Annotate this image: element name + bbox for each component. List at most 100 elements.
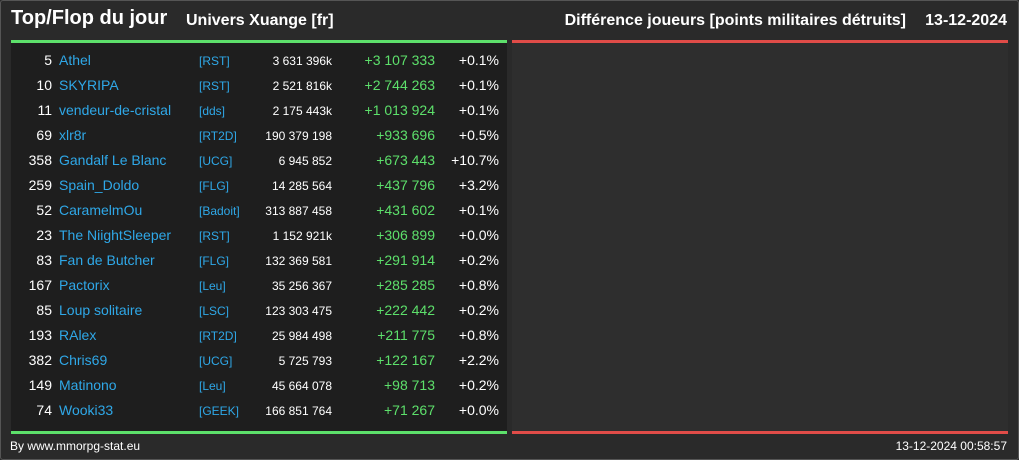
player-rank: 382 bbox=[28, 352, 52, 368]
alliance-tag-link[interactable]: [Leu] bbox=[199, 379, 226, 393]
player-rank: 10 bbox=[36, 77, 52, 93]
points-difference: +222 442 bbox=[376, 302, 435, 318]
player-points: 45 664 078 bbox=[271, 379, 332, 393]
alliance-tag-link[interactable]: [RT2D] bbox=[199, 129, 237, 143]
alliance-tag-link[interactable]: [dds] bbox=[199, 104, 226, 118]
player-rank: 52 bbox=[36, 202, 52, 218]
player-rank: 358 bbox=[28, 152, 52, 168]
points-difference: +98 713 bbox=[384, 377, 435, 393]
alliance-tag-link[interactable]: [FLG] bbox=[199, 179, 230, 193]
alliance-tag-link[interactable]: [RST] bbox=[199, 229, 230, 243]
player-name-link[interactable]: Spain_Doldo bbox=[59, 177, 140, 193]
table-row: 74 Wooki33 [GEEK] 166 851 764 +71 267 +0.0% bbox=[11, 398, 507, 423]
points-difference: +2 744 263 bbox=[364, 77, 435, 93]
table-row: 358 Gandalf Le Blanc [UCG] 6 945 852 +673 44… bbox=[11, 148, 507, 173]
top-gainers-divider-bottom bbox=[11, 431, 507, 434]
player-points: 25 984 498 bbox=[271, 329, 332, 343]
player-points: 35 256 367 bbox=[271, 279, 332, 293]
player-points: 1 152 921k bbox=[272, 229, 332, 243]
player-name-link[interactable]: Loup solitaire bbox=[59, 302, 143, 318]
player-name-link[interactable]: RAlex bbox=[59, 327, 97, 343]
points-difference: +211 775 bbox=[377, 327, 435, 343]
player-name-link[interactable]: xlr8r bbox=[59, 127, 87, 143]
alliance-tag-link[interactable]: [GEEK] bbox=[199, 404, 240, 418]
player-rank: 85 bbox=[36, 302, 52, 318]
player-name-link[interactable]: The NiightSleeper bbox=[59, 227, 172, 243]
points-difference: +3 107 333 bbox=[364, 52, 435, 68]
player-rank: 83 bbox=[36, 252, 52, 268]
table-row: 5 Athel [RST] 3 631 396k +3 107 333 +0.1% bbox=[11, 48, 507, 73]
player-name-link[interactable]: Wooki33 bbox=[59, 402, 114, 418]
percent-change: +0.8% bbox=[458, 327, 499, 343]
ranking-subtitle: Différence joueurs [points militaires dé… bbox=[564, 12, 906, 29]
points-difference: +122 167 bbox=[376, 352, 435, 368]
player-points: 14 285 564 bbox=[271, 179, 332, 193]
percent-change: +0.8% bbox=[458, 277, 499, 293]
percent-change: +0.1% bbox=[458, 102, 499, 118]
table-row: 382 Chris69 [UCG] 5 725 793 +122 167 +2.2% bbox=[11, 348, 507, 373]
percent-change: +0.1% bbox=[458, 77, 499, 93]
alliance-tag-link[interactable]: [Leu] bbox=[199, 279, 226, 293]
percent-change: +0.1% bbox=[458, 202, 499, 218]
top-losers-divider-top bbox=[512, 40, 1008, 43]
player-name-link[interactable]: SKYRIPA bbox=[59, 77, 119, 93]
points-difference: +306 899 bbox=[376, 227, 435, 243]
alliance-tag-link[interactable]: [RST] bbox=[199, 54, 230, 68]
alliance-tag-link[interactable]: [RT2D] bbox=[199, 329, 237, 343]
points-difference: +1 013 924 bbox=[364, 102, 435, 118]
player-points: 190 379 198 bbox=[265, 129, 332, 143]
footer-credit[interactable]: By www.mmorpg-stat.eu bbox=[10, 439, 141, 453]
alliance-tag-link[interactable]: [UCG] bbox=[199, 354, 233, 368]
alliance-tag-link[interactable]: [RST] bbox=[199, 79, 230, 93]
top-gainers-list: 5 Athel [RST] 3 631 396k +3 107 333 +0.1% 10 SK… bbox=[11, 43, 507, 431]
page-title: Top/Flop du jour bbox=[11, 7, 168, 29]
table-row: 193 RAlex [RT2D] 25 984 498 +211 775 +0.8% bbox=[11, 323, 507, 348]
player-points: 3 631 396k bbox=[272, 54, 332, 68]
player-name-link[interactable]: CaramelmOu bbox=[59, 202, 143, 218]
top-losers-divider-bottom bbox=[512, 431, 1008, 434]
alliance-tag-link[interactable]: [Badoit] bbox=[199, 204, 240, 218]
table-row: 52 CaramelmOu [Badoit] 313 887 458 +431 602 +… bbox=[11, 198, 507, 223]
points-difference: +673 443 bbox=[376, 152, 435, 168]
percent-change: +0.2% bbox=[458, 252, 499, 268]
player-points: 123 303 475 bbox=[265, 304, 332, 318]
player-points: 5 725 793 bbox=[278, 354, 332, 368]
player-name-link[interactable]: Gandalf Le Blanc bbox=[59, 152, 167, 168]
player-rank: 193 bbox=[28, 327, 52, 343]
player-points: 166 851 764 bbox=[265, 404, 332, 418]
player-name-link[interactable]: Chris69 bbox=[59, 352, 108, 368]
percent-change: +0.0% bbox=[458, 227, 499, 243]
points-difference: +291 914 bbox=[376, 252, 435, 268]
points-difference: +437 796 bbox=[376, 177, 435, 193]
table-row: 259 Spain_Doldo [FLG] 14 285 564 +437 796 +3.… bbox=[11, 173, 507, 198]
points-difference: +71 267 bbox=[384, 402, 435, 418]
player-name-link[interactable]: Fan de Butcher bbox=[59, 252, 155, 268]
table-row: 85 Loup solitaire [LSC] 123 303 475 +222 442… bbox=[11, 298, 507, 323]
player-name-link[interactable]: Athel bbox=[59, 52, 91, 68]
player-name-link[interactable]: Matinono bbox=[59, 377, 117, 393]
player-points: 6 945 852 bbox=[278, 154, 332, 168]
top-gainers-divider-top bbox=[11, 40, 507, 43]
universe-label: Univers Xuange [fr] bbox=[186, 12, 334, 29]
table-row: 69 xlr8r [RT2D] 190 379 198 +933 696 +0.5% bbox=[11, 123, 507, 148]
alliance-tag-link[interactable]: [FLG] bbox=[199, 254, 230, 268]
table-row: 10 SKYRIPA [RST] 2 521 816k +2 744 263 +0.1% bbox=[11, 73, 507, 98]
player-rank: 23 bbox=[36, 227, 52, 243]
player-points: 2 521 816k bbox=[272, 79, 332, 93]
alliance-tag-link[interactable]: [UCG] bbox=[199, 154, 233, 168]
player-name-link[interactable]: vendeur-de-cristal bbox=[59, 102, 172, 118]
percent-change: +10.7% bbox=[451, 152, 499, 168]
player-rank: 69 bbox=[36, 127, 52, 143]
player-rank: 11 bbox=[37, 102, 52, 118]
player-rank: 259 bbox=[28, 177, 52, 193]
player-points: 313 887 458 bbox=[265, 204, 332, 218]
points-difference: +431 602 bbox=[376, 202, 435, 218]
percent-change: +0.1% bbox=[458, 52, 499, 68]
percent-change: +0.0% bbox=[458, 402, 499, 418]
player-name-link[interactable]: Pactorix bbox=[59, 277, 110, 293]
footer-timestamp: 13-12-2024 00:58:57 bbox=[895, 439, 1007, 453]
percent-change: +0.5% bbox=[458, 127, 499, 143]
player-rank: 5 bbox=[44, 52, 52, 68]
alliance-tag-link[interactable]: [LSC] bbox=[199, 304, 230, 318]
player-rank: 149 bbox=[28, 377, 52, 393]
